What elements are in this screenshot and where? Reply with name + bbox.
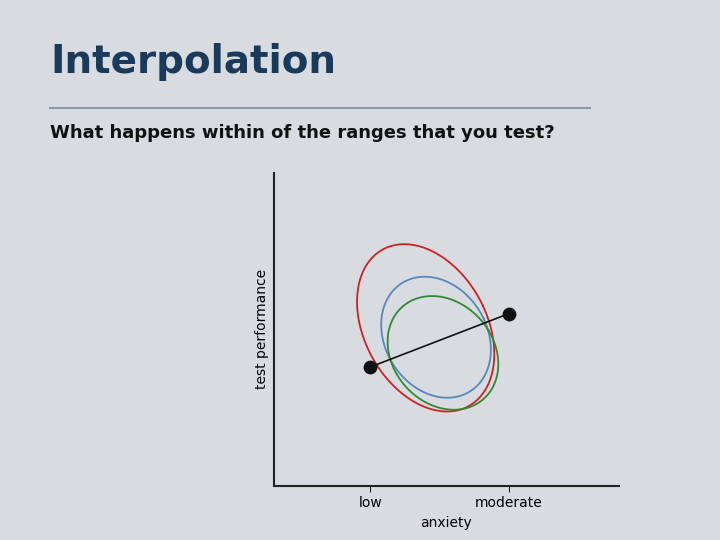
Point [503,309,514,318]
Y-axis label: test performance: test performance [256,269,269,389]
Text: What happens within of the ranges that you test?: What happens within of the ranges that y… [50,124,555,142]
Text: Interpolation: Interpolation [50,43,336,81]
X-axis label: anxiety: anxiety [420,516,472,530]
Point [364,363,376,372]
